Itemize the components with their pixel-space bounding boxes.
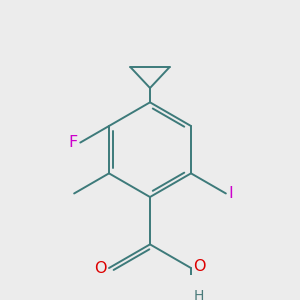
Text: H: H	[194, 290, 204, 300]
Text: O: O	[94, 260, 106, 275]
Text: F: F	[69, 135, 78, 150]
Text: O: O	[194, 259, 206, 274]
Text: I: I	[228, 186, 233, 201]
